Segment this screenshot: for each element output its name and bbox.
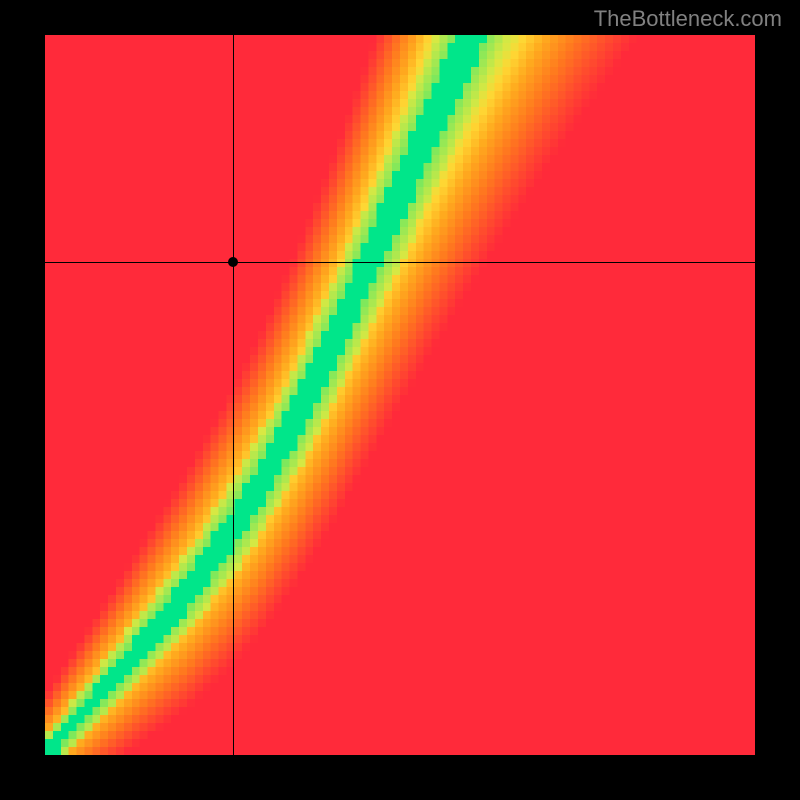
marker-point [228,257,238,267]
heatmap-plot [45,35,755,755]
crosshair-vertical [233,35,234,755]
heatmap-canvas [45,35,755,755]
crosshair-horizontal [45,262,755,263]
watermark-text: TheBottleneck.com [594,6,782,32]
